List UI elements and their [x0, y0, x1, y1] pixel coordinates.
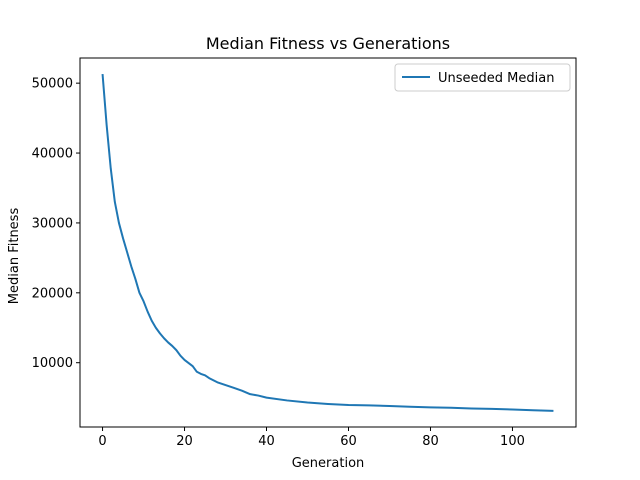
- y-tick-label: 30000: [32, 216, 73, 231]
- series-line-unseeded-median: [101, 73, 554, 412]
- chart-title: Median Fitness vs Generations: [206, 34, 450, 53]
- y-tick-label: 10000: [32, 356, 73, 371]
- x-axis-label: Generation: [292, 456, 365, 471]
- y-tick-label: 50000: [32, 77, 73, 92]
- legend: Unseeded Median: [394, 63, 571, 92]
- x-tick-label: 0: [98, 434, 106, 449]
- plot-area: [79, 57, 577, 428]
- x-tick-label: 100: [500, 434, 525, 449]
- legend-entry-unseeded-median: Unseeded Median: [438, 71, 554, 86]
- y-tick-label: 40000: [32, 147, 73, 162]
- y-tick-label: 20000: [32, 286, 73, 301]
- x-tick-label: 60: [340, 434, 357, 449]
- x-tick-label: 20: [176, 434, 193, 449]
- legend-box: [394, 63, 571, 92]
- x-tick-label: 80: [422, 434, 439, 449]
- y-axis-label: Median Fitness: [7, 208, 22, 305]
- x-axis: 0 20 40 60 80 100: [98, 427, 525, 449]
- y-axis: 10000 20000 30000 40000 50000: [32, 77, 80, 371]
- plot-frame: [79, 57, 577, 428]
- x-tick-label: 40: [258, 434, 275, 449]
